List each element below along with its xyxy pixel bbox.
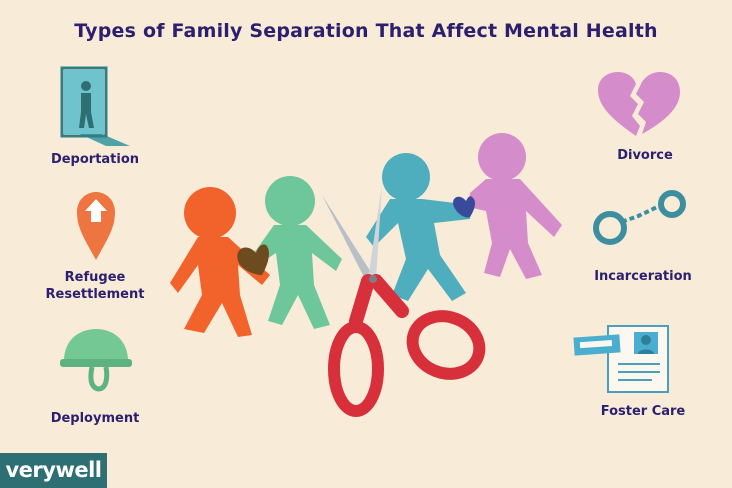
- location-pin-arrow-icon: [77, 192, 115, 260]
- page-title: Types of Family Separation That Affect M…: [74, 20, 658, 42]
- refugee-resettlement-label: Refugee Resettlement: [45, 270, 145, 302]
- green-paper-doll: [254, 176, 342, 329]
- foster-care-label: Foster Care: [600, 404, 686, 419]
- scissors: [322, 185, 486, 417]
- deployment-label: Deployment: [50, 411, 140, 426]
- handcuffs-icon: [593, 190, 686, 245]
- brown-heart: [237, 244, 269, 275]
- military-helmet-icon: [60, 329, 132, 392]
- id-document-icon: [573, 325, 669, 393]
- broken-heart-icon: [598, 72, 680, 136]
- deportation-label: Deportation: [50, 152, 140, 167]
- navy-heart: [453, 196, 476, 218]
- divorce-label: Divorce: [617, 148, 673, 163]
- teal-paper-doll: [366, 153, 472, 301]
- door-silhouette-icon: [60, 66, 130, 146]
- incarceration-label: Incarceration: [594, 269, 692, 284]
- paper-dolls-illustration: [170, 133, 562, 417]
- pink-paper-doll: [468, 133, 562, 279]
- brand-logo[interactable]: verywell: [0, 453, 107, 488]
